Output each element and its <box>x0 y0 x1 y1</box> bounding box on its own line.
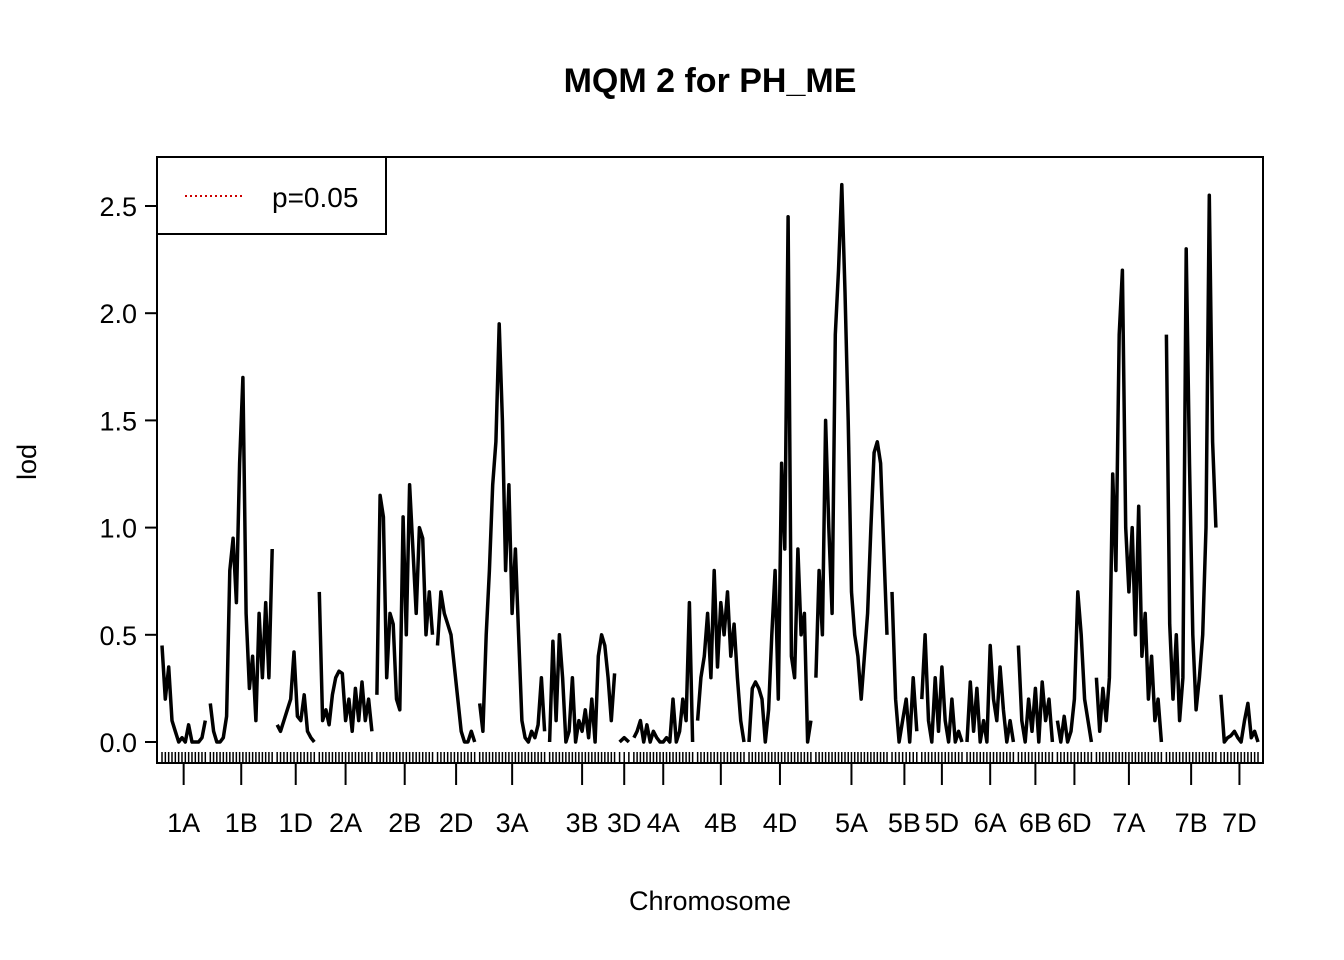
x-tick-label: 3B <box>566 808 599 838</box>
legend-label-threshold: p=0.05 <box>272 182 358 213</box>
lod-series-1D <box>275 650 316 744</box>
lod-series-4D <box>747 214 813 744</box>
x-tick-label: 3D <box>607 808 642 838</box>
x-tick-label: 6B <box>1019 808 1052 838</box>
lod-series-5A <box>814 182 889 701</box>
x-tick-label: 4A <box>647 808 680 838</box>
y-tick-label: 0.5 <box>99 621 137 651</box>
lod-series-3D <box>618 735 631 744</box>
y-tick-label: 1.5 <box>99 406 137 436</box>
y-tick-label: 0.0 <box>99 728 137 758</box>
lod-series-2D <box>435 590 477 744</box>
x-tick-label: 6A <box>974 808 1007 838</box>
y-tick-label: 2.5 <box>99 192 137 222</box>
x-tick-label: 3A <box>496 808 529 838</box>
x-tick-label: 5D <box>925 808 960 838</box>
x-tick-label: 6D <box>1057 808 1092 838</box>
y-axis: 0.0 0.5 1.0 1.5 2.0 2.5 <box>99 192 158 758</box>
lod-series-5B <box>890 591 919 744</box>
lod-series-4A <box>632 600 695 744</box>
x-axis: 1A 1B 1D 2A 2B 2D 3A 3B 3D 4A 4B 4D 5A 5B 5D 6A 6B 6D 7A 7B… <box>167 763 1257 838</box>
y-axis-label: lod <box>12 444 42 480</box>
x-tick-label: 1A <box>167 808 200 838</box>
x-tick-label: 4D <box>763 808 798 838</box>
x-tick-label: 4B <box>704 808 737 838</box>
x-tick-label: 7B <box>1175 808 1208 838</box>
x-tick-label: 1B <box>225 808 258 838</box>
x-tick-label: 5A <box>835 808 868 838</box>
lod-series-7D <box>1219 694 1260 744</box>
lod-series-1B <box>208 375 274 744</box>
y-tick-label: 2.0 <box>99 299 137 329</box>
lod-series-6D <box>1055 590 1094 744</box>
lod-series-6A <box>965 643 1016 744</box>
lod-series-group <box>160 182 1260 744</box>
lod-series-7A <box>1094 268 1164 743</box>
x-tick-label: 7A <box>1112 808 1145 838</box>
x-tick-label: 7D <box>1222 808 1257 838</box>
lod-series-2A <box>317 591 374 734</box>
x-tick-label: 1D <box>278 808 313 838</box>
legend: p=0.05 <box>156 156 387 235</box>
x-tick-label: 2A <box>329 808 362 838</box>
lod-series-7B <box>1164 193 1218 723</box>
lod-series-5D <box>920 633 964 744</box>
lod-series-6B <box>1016 645 1055 744</box>
lod-series-3B <box>547 633 617 744</box>
x-tick-label: 2D <box>439 808 474 838</box>
lod-series-3A <box>477 322 547 744</box>
x-tick-label: 5B <box>888 808 921 838</box>
y-tick-label: 1.0 <box>99 514 137 544</box>
lod-series-4B <box>695 568 746 743</box>
x-axis-label: Chromosome <box>629 886 791 916</box>
x-tick-label: 2B <box>388 808 421 838</box>
lod-series-2B <box>375 482 435 712</box>
chart-title: MQM 2 for PH_ME <box>564 62 857 100</box>
lod-series-1A <box>160 645 208 744</box>
marker-rug <box>161 752 1259 763</box>
